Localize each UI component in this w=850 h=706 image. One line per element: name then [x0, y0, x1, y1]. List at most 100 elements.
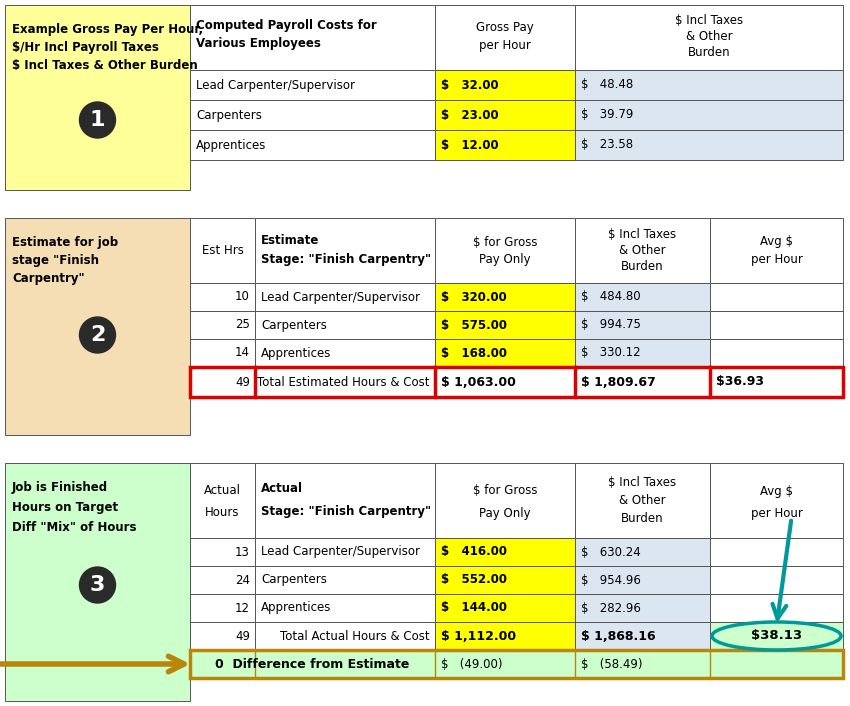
Text: $   23.58: $ 23.58 — [581, 138, 633, 152]
Text: & Other: & Other — [619, 244, 666, 256]
Bar — [190, 538, 255, 566]
Text: $   (49.00): $ (49.00) — [441, 657, 502, 671]
Bar — [5, 218, 190, 435]
Bar — [435, 130, 575, 160]
Text: Carpenters: Carpenters — [261, 318, 327, 332]
Bar — [190, 100, 435, 130]
Text: $ 1,868.16: $ 1,868.16 — [581, 630, 655, 642]
Circle shape — [80, 317, 116, 353]
Text: 2: 2 — [90, 325, 105, 345]
Text: $   630.24: $ 630.24 — [581, 546, 641, 558]
Bar — [710, 566, 843, 594]
Bar — [575, 5, 843, 70]
Bar — [575, 218, 710, 283]
Bar — [190, 283, 255, 311]
Bar — [435, 339, 575, 367]
Text: $ Incl Taxes: $ Incl Taxes — [609, 227, 677, 241]
Bar — [710, 622, 843, 650]
Bar — [435, 70, 575, 100]
Text: 13: 13 — [235, 546, 250, 558]
Circle shape — [80, 102, 116, 138]
Text: Actual: Actual — [261, 482, 303, 496]
Text: $   32.00: $ 32.00 — [441, 78, 499, 92]
Bar — [255, 538, 435, 566]
Text: Computed Payroll Costs for: Computed Payroll Costs for — [196, 18, 377, 32]
Text: Total Estimated Hours & Cost: Total Estimated Hours & Cost — [258, 376, 430, 388]
Text: $   320.00: $ 320.00 — [441, 290, 507, 304]
Bar — [190, 339, 255, 367]
Text: $ Incl Taxes & Other Burden: $ Incl Taxes & Other Burden — [12, 59, 198, 72]
Bar — [710, 283, 843, 311]
Bar — [255, 594, 435, 622]
Text: $ Incl Taxes: $ Incl Taxes — [675, 15, 743, 28]
Bar — [5, 463, 190, 701]
Text: Pay Only: Pay Only — [479, 506, 530, 520]
Text: 49: 49 — [235, 630, 250, 642]
Text: Avg $: Avg $ — [760, 236, 793, 249]
Text: $ for Gross: $ for Gross — [473, 484, 537, 498]
Bar — [575, 622, 710, 650]
Text: per Hour: per Hour — [751, 506, 802, 520]
Text: $   994.75: $ 994.75 — [581, 318, 641, 332]
Text: $   954.96: $ 954.96 — [581, 573, 641, 587]
Bar — [255, 339, 435, 367]
Bar — [5, 5, 190, 190]
Text: 10: 10 — [235, 290, 250, 304]
Text: $36.93: $36.93 — [716, 376, 764, 388]
Bar — [575, 130, 843, 160]
Text: $ 1,112.00: $ 1,112.00 — [441, 630, 516, 642]
Bar — [190, 70, 435, 100]
Text: $/Hr Incl Payroll Taxes: $/Hr Incl Payroll Taxes — [12, 41, 159, 54]
Text: $   23.00: $ 23.00 — [441, 109, 499, 121]
Bar — [710, 218, 843, 283]
Text: Example Gross Pay Per Hour,: Example Gross Pay Per Hour, — [12, 23, 203, 36]
Bar — [710, 339, 843, 367]
Text: Actual: Actual — [204, 484, 241, 498]
Text: 1: 1 — [90, 110, 105, 130]
Bar — [190, 566, 255, 594]
Text: 3: 3 — [90, 575, 105, 595]
Text: Apprentices: Apprentices — [261, 602, 332, 614]
Bar — [575, 311, 710, 339]
Text: $   39.79: $ 39.79 — [581, 109, 633, 121]
Text: Diff "Mix" of Hours: Diff "Mix" of Hours — [12, 521, 137, 534]
Text: Various Employees: Various Employees — [196, 37, 320, 49]
Bar — [435, 283, 575, 311]
Text: 49: 49 — [235, 376, 250, 388]
Bar — [190, 367, 843, 397]
Bar — [435, 463, 575, 538]
Bar — [710, 463, 843, 538]
Text: Carpentry": Carpentry" — [12, 272, 85, 285]
Text: $   168.00: $ 168.00 — [441, 347, 507, 359]
Text: $   (58.49): $ (58.49) — [581, 657, 643, 671]
Text: 24: 24 — [235, 573, 250, 587]
Text: Apprentices: Apprentices — [261, 347, 332, 359]
Text: Carpenters: Carpenters — [196, 109, 262, 121]
Bar — [255, 622, 435, 650]
Bar — [435, 566, 575, 594]
Bar — [435, 622, 575, 650]
Text: per Hour: per Hour — [751, 253, 802, 266]
Text: $ 1,809.67: $ 1,809.67 — [581, 376, 655, 388]
Text: Pay Only: Pay Only — [479, 253, 530, 266]
Text: $38.13: $38.13 — [751, 630, 802, 642]
Bar — [435, 594, 575, 622]
Bar — [575, 538, 710, 566]
Text: Apprentices: Apprentices — [196, 138, 266, 152]
Text: & Other: & Other — [619, 494, 666, 508]
Bar — [255, 311, 435, 339]
Text: Burden: Burden — [688, 47, 730, 59]
Text: 12: 12 — [235, 602, 250, 614]
Text: $ Incl Taxes: $ Incl Taxes — [609, 477, 677, 489]
Text: $ for Gross: $ for Gross — [473, 236, 537, 249]
Text: Lead Carpenter/Supervisor: Lead Carpenter/Supervisor — [261, 290, 420, 304]
Text: Hours on Target: Hours on Target — [12, 501, 118, 514]
Text: Gross Pay: Gross Pay — [476, 20, 534, 33]
Text: $   282.96: $ 282.96 — [581, 602, 641, 614]
Bar — [575, 594, 710, 622]
Text: $   575.00: $ 575.00 — [441, 318, 507, 332]
Bar — [435, 218, 575, 283]
Text: Hours: Hours — [205, 506, 240, 520]
Text: stage "Finish: stage "Finish — [12, 254, 99, 267]
Bar — [575, 566, 710, 594]
